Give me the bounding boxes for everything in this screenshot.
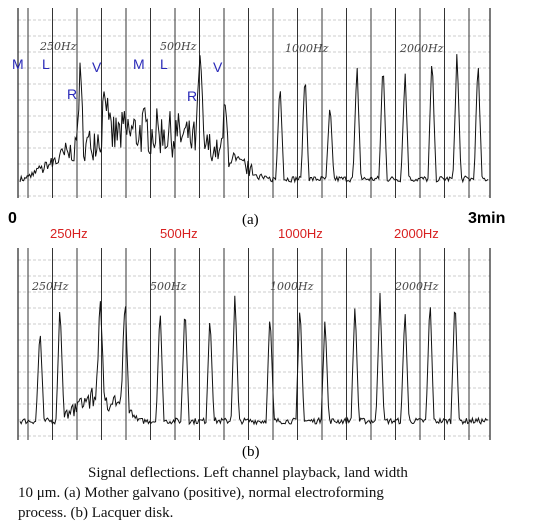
handwritten-label: 2000Hz [399,42,444,55]
caption-line: 10 μm. (a) Mother galvano (positive), no… [18,485,384,501]
marker: M [12,56,24,72]
frequency-label: 500Hz [160,226,198,241]
marker: M [133,56,145,72]
frequency-label: 1000Hz [278,226,323,241]
panel-caption: (a) [242,212,259,228]
handwritten-label: 500Hz [150,280,187,293]
marker: V [92,59,102,75]
time-start: 0 [8,210,17,227]
trace [19,292,489,426]
caption-line: Signal deflections. Left channel playbac… [88,465,408,481]
marker: R [67,86,77,102]
panel-caption: (b) [242,444,260,460]
handwritten-label: 250Hz [31,280,69,293]
panel-a [17,8,491,198]
panel-b [17,248,491,440]
handwritten-label: 1000Hz [285,42,329,55]
marker: R [187,88,197,104]
time-end: 3min [468,210,505,227]
marker: L [160,56,168,72]
marker: L [42,56,50,72]
handwritten-label: 250Hz [39,40,77,53]
frequency-label: 250Hz [50,226,88,241]
caption-line: process. (b) Lacquer disk. [18,505,173,521]
handwritten-label: 2000Hz [394,280,439,293]
trace [19,54,489,184]
handwritten-label: 1000Hz [270,280,314,293]
marker: V [213,59,223,75]
handwritten-label: 500Hz [160,40,197,53]
frequency-label: 2000Hz [394,226,439,241]
